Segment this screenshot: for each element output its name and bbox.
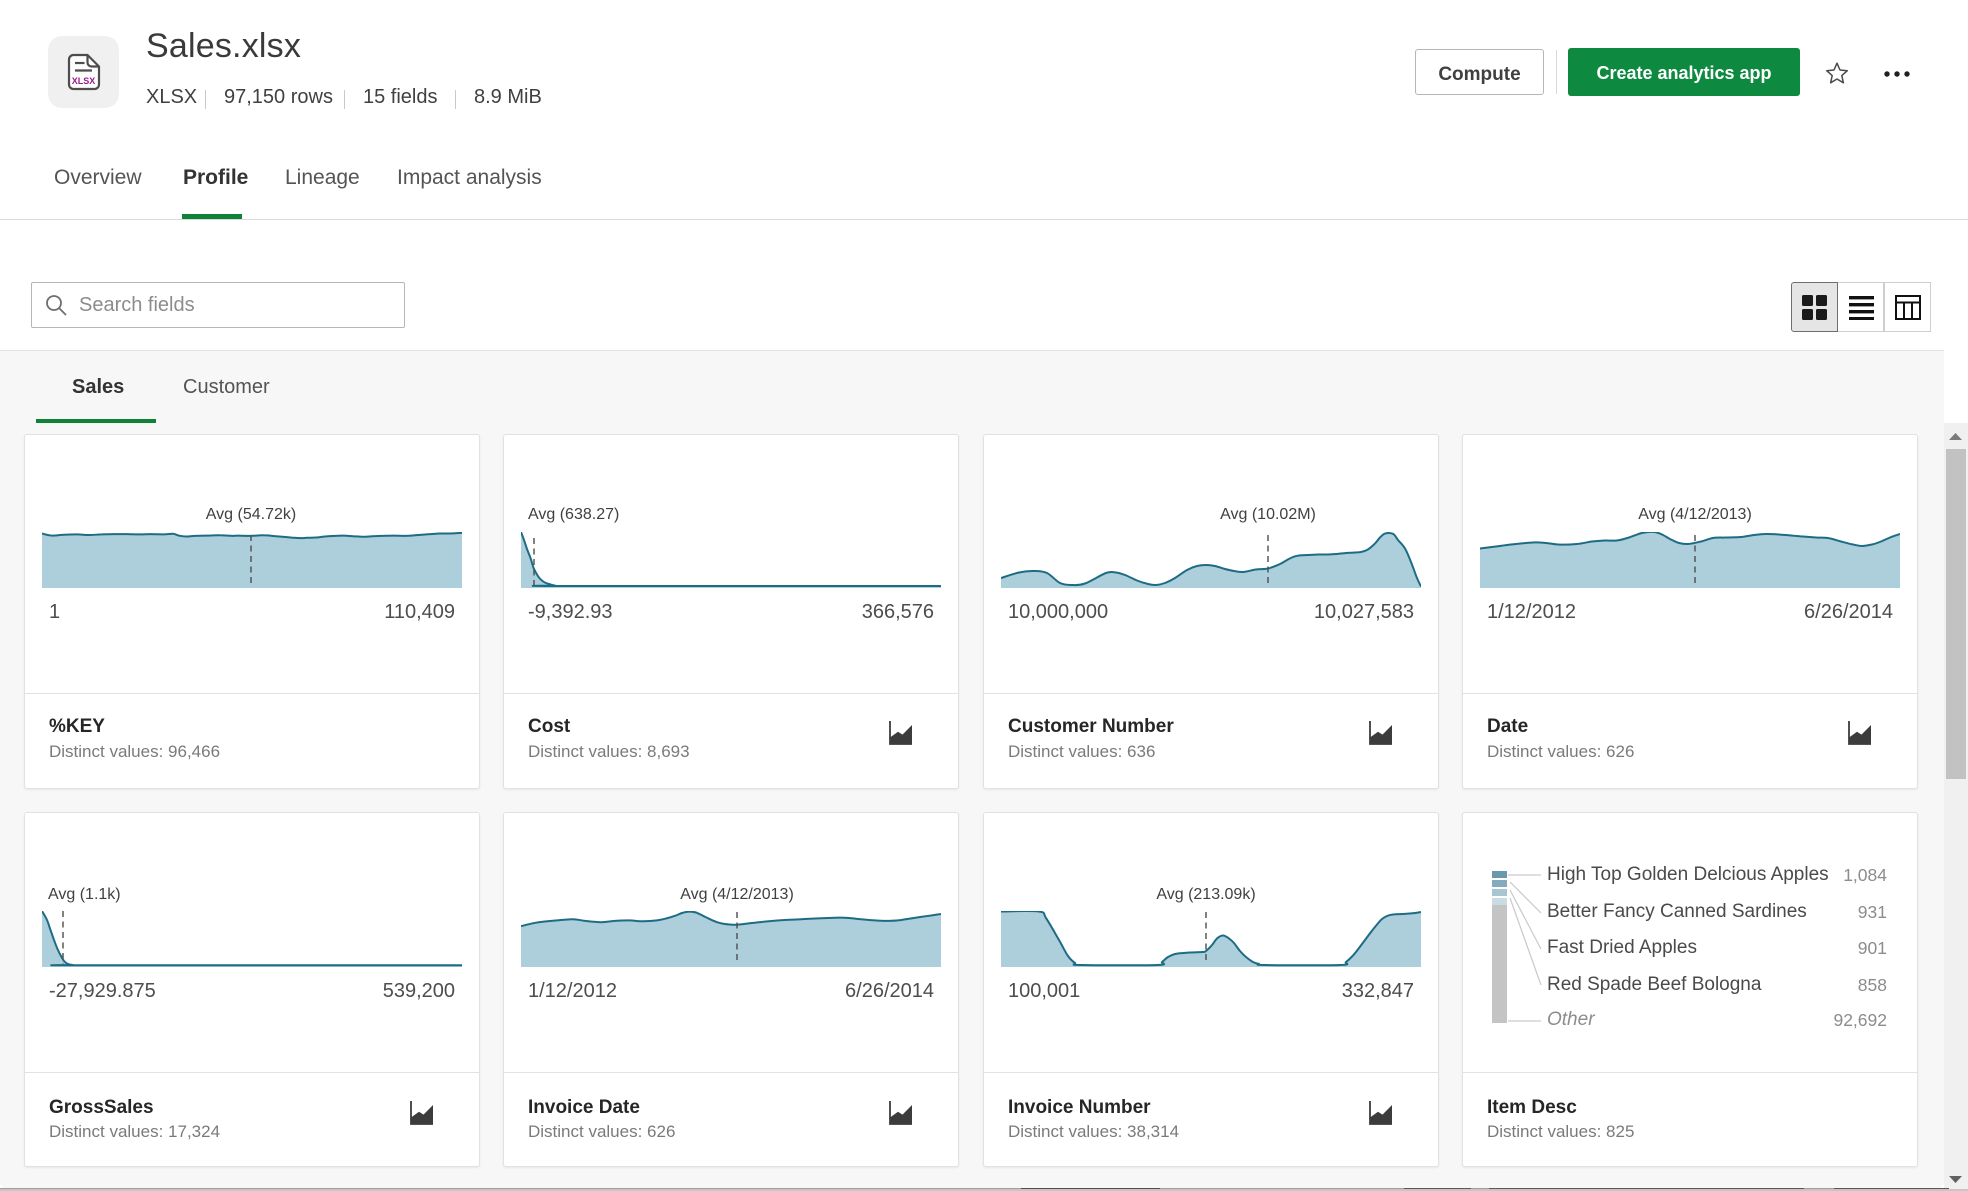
svg-text:XLSX: XLSX (72, 76, 96, 86)
